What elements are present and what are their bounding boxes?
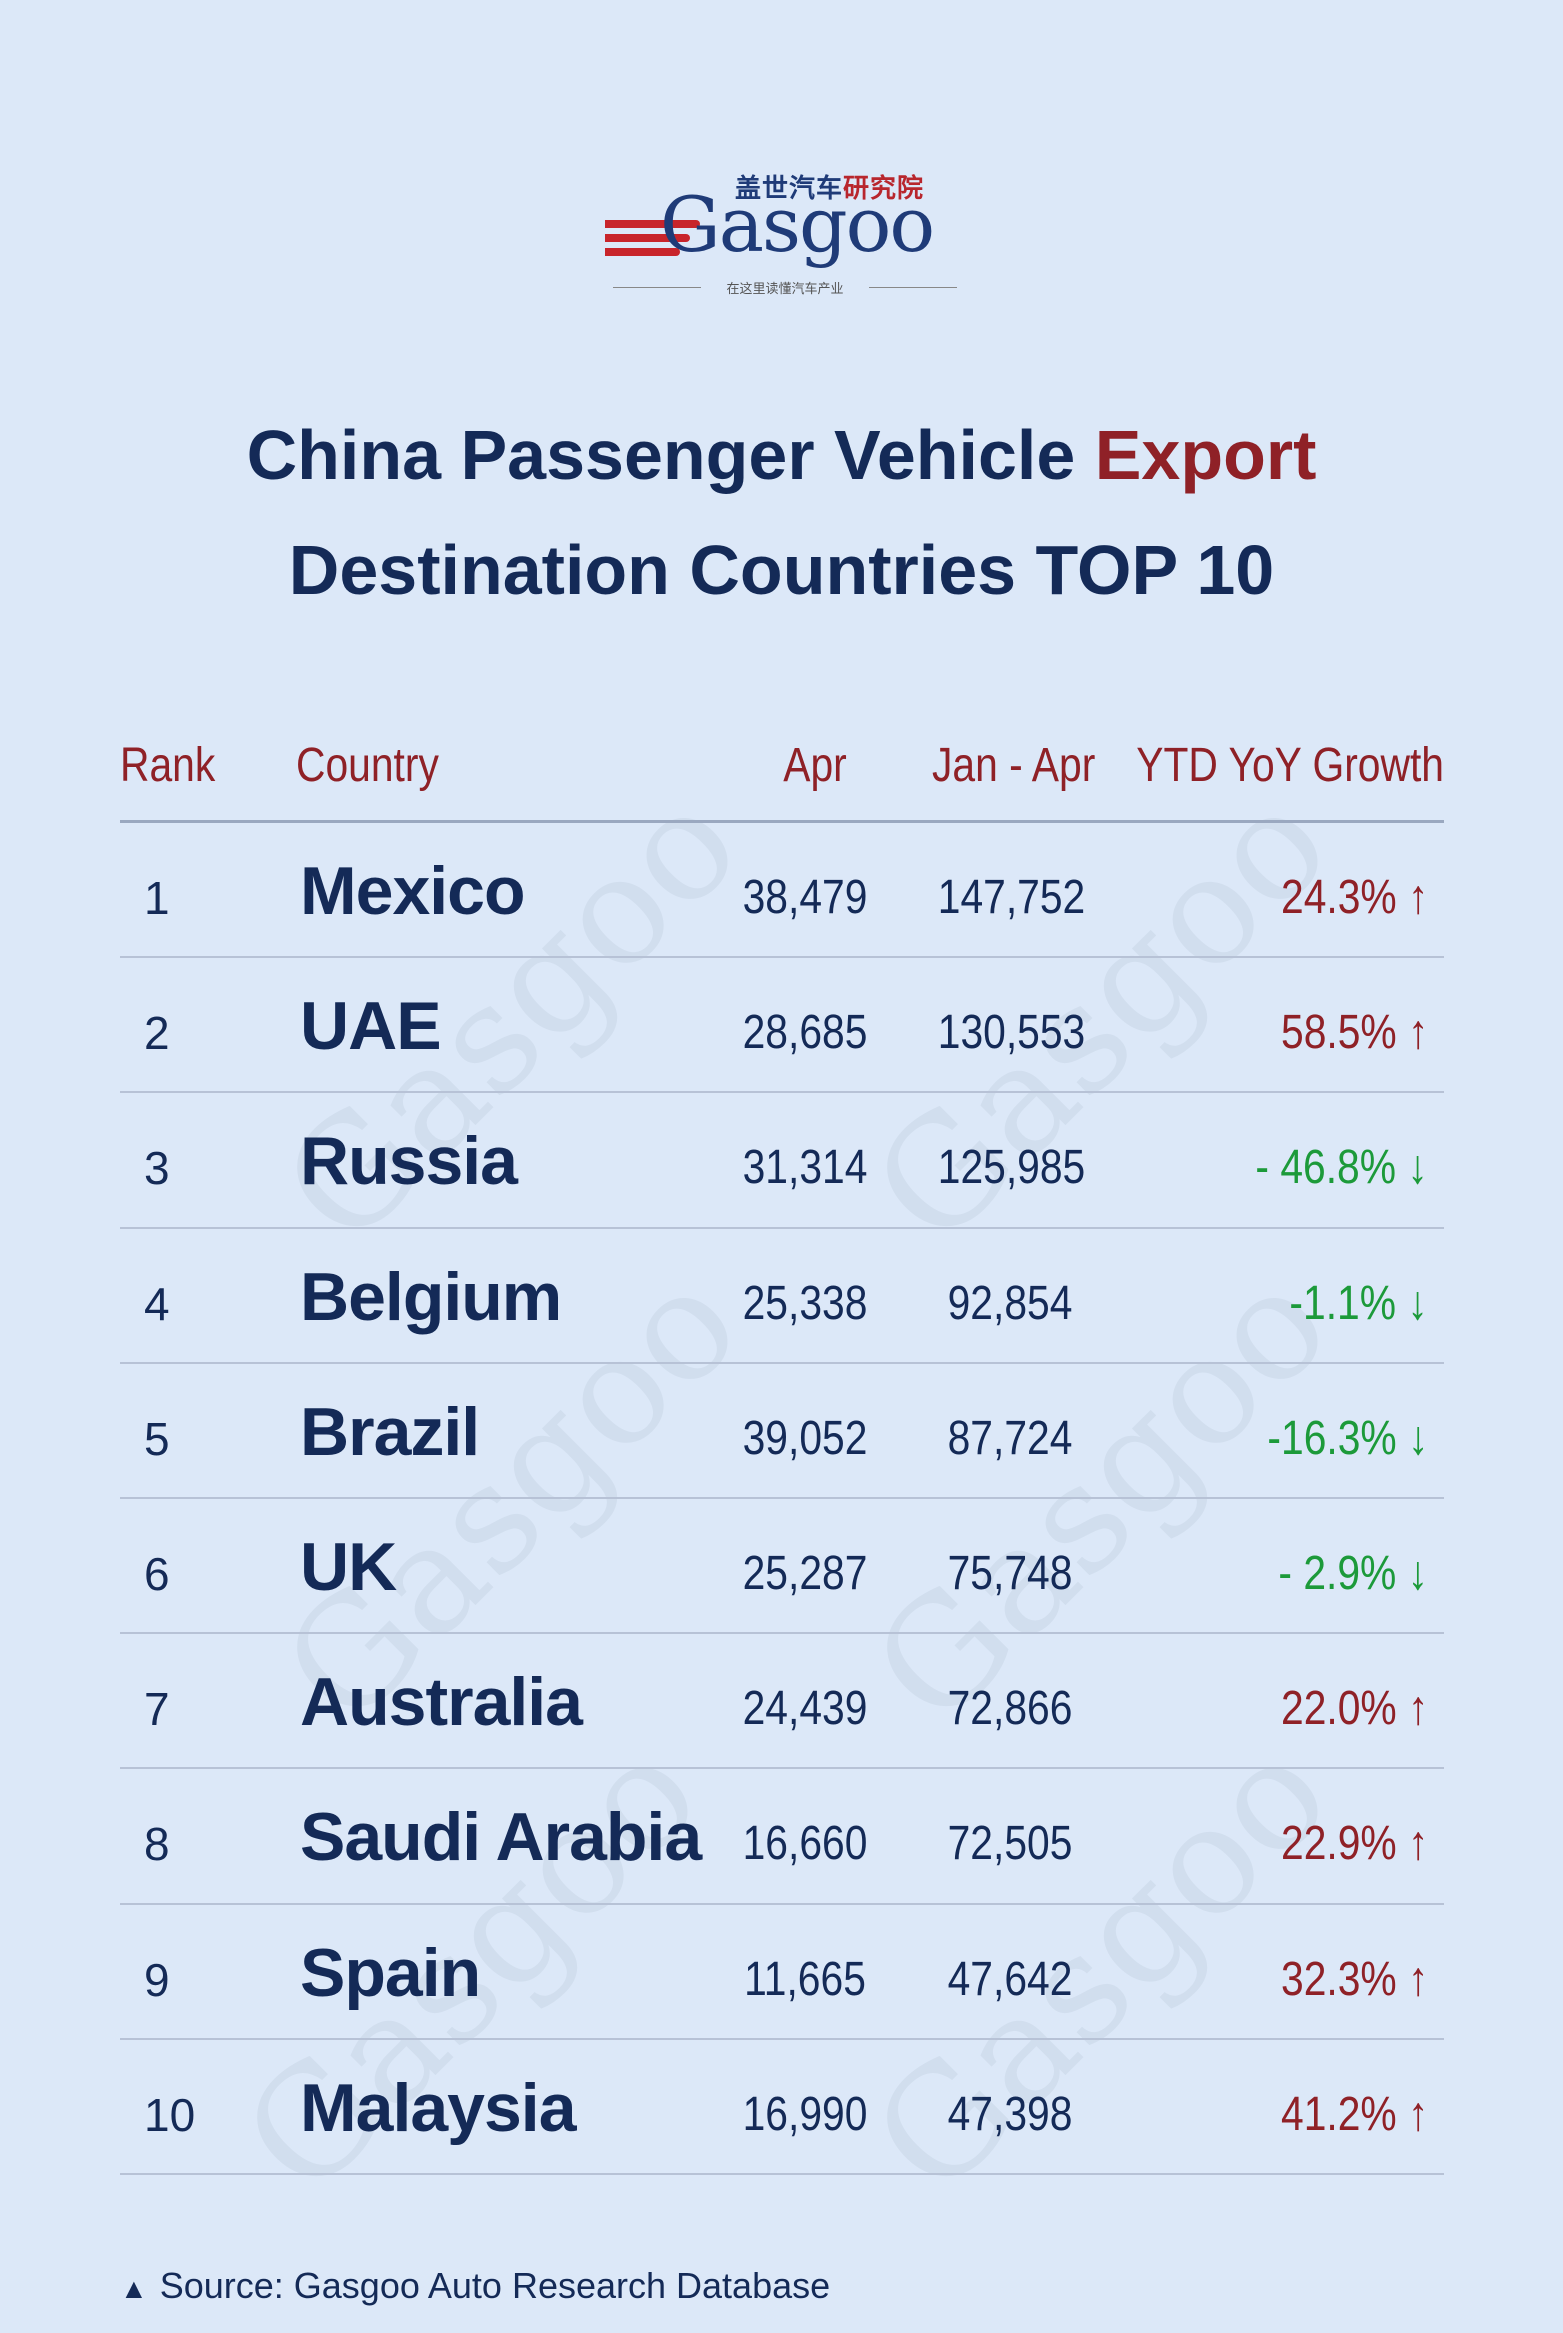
table-row: 2 UAE 28,685 130,553 58.5% ↑ bbox=[120, 958, 1444, 1094]
cell-rank: 2 bbox=[144, 1007, 170, 1060]
table-row: 1 Mexico 38,479 147,752 24.3% ↑ bbox=[120, 823, 1444, 959]
cell-country: Belgium bbox=[300, 1258, 562, 1335]
cell-jan-apr: 92,854 bbox=[947, 1276, 1073, 1330]
page-title: China Passenger Vehicle Export Destinati… bbox=[0, 398, 1563, 628]
cell-country: Saudi Arabia bbox=[300, 1799, 702, 1876]
table-row: 7 Australia 24,439 72,866 22.0% ↑ bbox=[120, 1634, 1444, 1770]
cell-country: Malaysia bbox=[300, 2069, 577, 2146]
cell-country: UK bbox=[300, 1528, 397, 1605]
cell-jan-apr: 147,752 bbox=[937, 871, 1086, 924]
cell-country: Mexico bbox=[300, 853, 526, 929]
cell-rank: 3 bbox=[144, 1142, 170, 1195]
logo: Gasgoo 盖世汽车研究院 在这里读懂汽车产业 bbox=[0, 160, 1563, 310]
cell-country: Brazil bbox=[300, 1393, 480, 1470]
table-header: Rank Country Apr Jan - Apr YTD YoY Growt… bbox=[120, 738, 1444, 804]
source-text: Source: Gasgoo Auto Research Database bbox=[159, 2265, 831, 2306]
cell-rank: 4 bbox=[144, 1277, 170, 1330]
cell-jan-apr: 125,985 bbox=[937, 1141, 1086, 1195]
cell-apr: 25,338 bbox=[742, 1276, 868, 1330]
cell-apr: 16,990 bbox=[742, 2087, 868, 2141]
cell-growth: -1.1% ↓ bbox=[1289, 1276, 1428, 1330]
cell-jan-apr: 130,553 bbox=[937, 1006, 1086, 1060]
header-jan-apr: Jan - Apr bbox=[932, 739, 1096, 792]
logo-stripes bbox=[605, 220, 700, 262]
title-line1-prefix: China Passenger Vehicle bbox=[246, 416, 1095, 494]
cell-apr: 24,439 bbox=[742, 1682, 868, 1736]
cell-growth: 22.9% ↑ bbox=[1280, 1817, 1428, 1871]
header-divider bbox=[120, 820, 1444, 823]
cell-apr: 25,287 bbox=[742, 1546, 868, 1600]
cell-growth: 24.3% ↑ bbox=[1280, 871, 1428, 924]
cell-country: Russia bbox=[300, 1123, 518, 1200]
table-row: 5 Brazil 39,052 87,724 -16.3% ↓ bbox=[120, 1364, 1444, 1499]
cell-growth: - 46.8% ↓ bbox=[1255, 1141, 1428, 1195]
logo-tagline: 在这里读懂汽车产业 bbox=[605, 278, 965, 297]
cell-growth: -16.3% ↓ bbox=[1266, 1411, 1428, 1465]
cell-jan-apr: 75,748 bbox=[947, 1546, 1073, 1600]
table-row: 9 Spain 11,665 47,642 32.3% ↑ bbox=[120, 1905, 1444, 2040]
cell-apr: 38,479 bbox=[742, 871, 868, 924]
table-row: 10 Malaysia 16,990 47,398 41.2% ↑ bbox=[120, 2040, 1444, 2175]
cell-growth: 22.0% ↑ bbox=[1280, 1682, 1428, 1736]
cell-jan-apr: 72,866 bbox=[947, 1682, 1073, 1736]
cell-apr: 11,665 bbox=[744, 1952, 866, 2006]
cell-rank: 9 bbox=[144, 1953, 170, 2006]
cell-jan-apr: 87,724 bbox=[947, 1411, 1073, 1465]
title-line2: Destination Countries TOP 10 bbox=[288, 531, 1275, 609]
cell-apr: 39,052 bbox=[742, 1411, 868, 1465]
cell-rank: 10 bbox=[144, 2088, 196, 2141]
cell-jan-apr: 47,642 bbox=[947, 1952, 1073, 2006]
header-country: Country bbox=[296, 739, 439, 792]
cell-growth: 41.2% ↑ bbox=[1280, 2087, 1428, 2141]
cell-growth: 32.3% ↑ bbox=[1280, 1952, 1428, 2006]
cell-country: Australia bbox=[300, 1664, 583, 1741]
cell-apr: 31,314 bbox=[742, 1141, 868, 1195]
cell-rank: 6 bbox=[144, 1547, 170, 1600]
cell-rank: 5 bbox=[144, 1412, 170, 1465]
cell-growth: 58.5% ↑ bbox=[1280, 1006, 1428, 1060]
logo-wordmark: Gasgoo bbox=[660, 180, 935, 269]
table-body: 1 Mexico 38,479 147,752 24.3% ↑ 2 UAE 28… bbox=[120, 823, 1444, 2175]
cell-jan-apr: 47,398 bbox=[947, 2087, 1073, 2141]
source-note: ▲ Source: Gasgoo Auto Research Database bbox=[120, 2265, 830, 2307]
cell-apr: 28,685 bbox=[742, 1006, 868, 1060]
table-row: 6 UK 25,287 75,748 - 2.9% ↓ bbox=[120, 1499, 1444, 1635]
triangle-icon: ▲ bbox=[120, 2273, 148, 2304]
table-row: 4 Belgium 25,338 92,854 -1.1% ↓ bbox=[120, 1229, 1444, 1364]
header-apr: Apr bbox=[783, 739, 847, 792]
table-row: 8 Saudi Arabia 16,660 72,505 22.9% ↑ bbox=[120, 1769, 1444, 1905]
cell-rank: 7 bbox=[144, 1683, 170, 1736]
cell-growth: - 2.9% ↓ bbox=[1278, 1546, 1428, 1600]
logo-chinese-name: 盖世汽车研究院 bbox=[735, 174, 925, 204]
header-yoy-growth: YTD YoY Growth bbox=[1136, 739, 1444, 792]
cell-rank: 1 bbox=[144, 872, 170, 924]
title-highlight: Export bbox=[1094, 416, 1317, 494]
cell-country: UAE bbox=[300, 988, 442, 1065]
cell-apr: 16,660 bbox=[742, 1817, 868, 1871]
cell-rank: 8 bbox=[144, 1818, 170, 1871]
cell-country: Spain bbox=[300, 1934, 481, 2011]
header-rank: Rank bbox=[120, 739, 216, 792]
cell-jan-apr: 72,505 bbox=[947, 1817, 1073, 1871]
table-row: 3 Russia 31,314 125,985 - 46.8% ↓ bbox=[120, 1093, 1444, 1229]
